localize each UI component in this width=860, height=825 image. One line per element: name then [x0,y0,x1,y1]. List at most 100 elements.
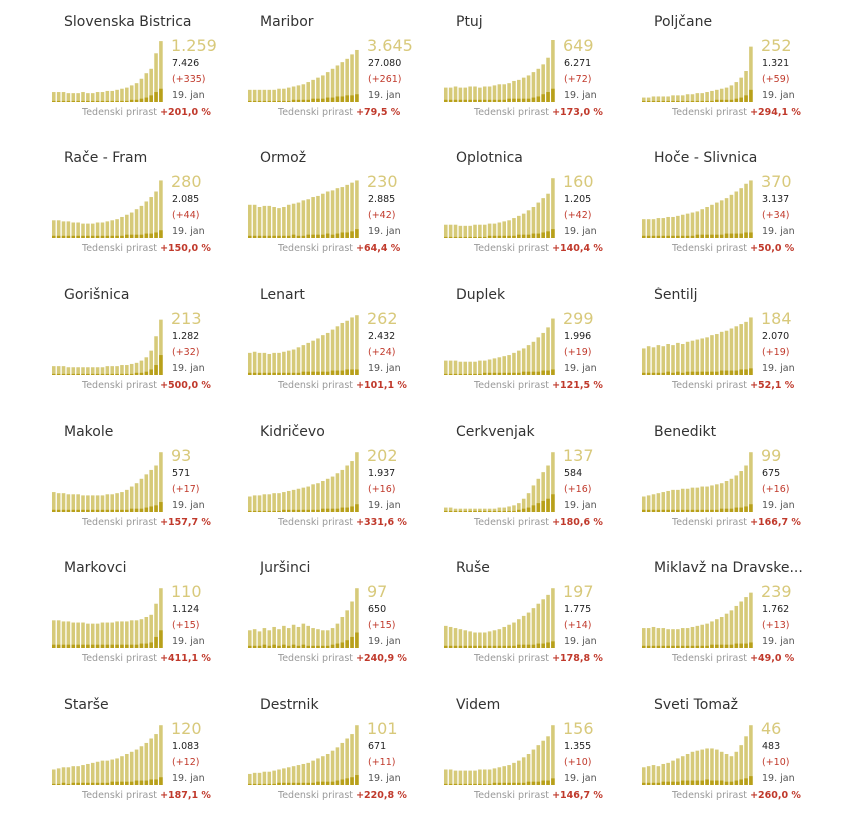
bar-total [444,625,448,648]
bar-total [248,630,252,648]
bar-recent [252,100,257,102]
bar-total [301,487,306,512]
bar-recent [526,371,531,375]
bar-total [110,494,114,512]
bar-total [700,93,704,102]
bar-total [492,85,497,102]
bar-total [517,760,521,785]
bar-recent [291,509,296,512]
bar-recent [257,235,262,238]
date-label: 19. jan [762,773,795,784]
bar-total [478,360,482,375]
total-cases-value: 1.083 [172,741,200,752]
bar-recent [105,782,110,785]
bar-recent [100,373,105,375]
weekly-growth-value: +178,8 % [552,653,603,664]
weekly-growth-value: +331,6 % [356,517,407,528]
bar-recent [129,373,134,375]
bar-total [134,483,139,512]
active-cases-value: 120 [171,719,202,738]
bar-total [76,93,80,102]
bar-recent [296,782,301,785]
bar-total [734,191,739,238]
bar-total [517,503,521,512]
bar-total [739,601,743,648]
bar-total [120,216,124,238]
bar-recent [676,100,680,102]
bar-recent [676,235,680,238]
daily-delta-value: (+42) [368,210,396,221]
bar-recent [719,234,724,238]
bar-total [115,366,119,375]
total-cases-value: 1.124 [172,604,200,615]
bar-total [306,625,310,648]
bar-total [646,219,651,238]
bar-recent [700,100,704,102]
weekly-growth-value: +150,0 % [160,243,211,254]
municipality-name: Destrnik [260,697,319,713]
bar-total [651,219,656,238]
bar-recent [739,233,743,238]
bar-recent [129,508,134,512]
bar-total [350,54,354,102]
bar-total [444,87,448,102]
bar-recent [478,783,482,785]
bar-recent [86,235,90,238]
bar-recent [546,498,550,512]
bar-total [154,603,158,648]
bar-recent [468,236,472,238]
weekly-growth-label: Tedenski prirast [474,107,550,118]
active-cases-value: 230 [367,172,398,191]
bar-total [656,628,661,648]
bar-total [661,346,666,375]
bar-total [335,473,340,512]
bar-total [453,86,458,102]
bar-total [316,483,320,512]
weekly-growth: Tedenski prirast +173,0 % [474,107,603,118]
bar-recent [144,780,149,785]
weekly-growth: Tedenski prirast +240,9 % [278,653,407,664]
bar-total [52,220,56,238]
bar-total [502,507,506,512]
municipality-card: Duplek 299 1.996 (+19) 19. jan Tedenski prira… [444,287,636,415]
bar-total [66,621,71,648]
bar-total [325,754,330,785]
bar-recent [482,783,487,785]
bar-recent [282,235,286,238]
bar-total [487,223,492,238]
bar-recent [541,500,545,512]
daily-delta-value: (+32) [172,347,200,358]
bar-total [262,628,267,648]
bar-recent [739,779,743,785]
bar-recent [76,644,80,648]
bar-total [651,347,656,375]
bar-recent [448,645,453,648]
bar-recent [86,782,90,785]
bar-total [100,495,105,512]
bar-total [468,508,472,512]
bar-recent [321,371,325,375]
weekly-growth-label: Tedenski prirast [278,243,354,254]
bar-total [129,212,134,238]
bar-total [448,769,453,785]
bar-recent [710,509,714,512]
daily-delta-value: (+72) [564,74,592,85]
bar-total [700,749,704,785]
bar-recent [690,235,695,238]
bar-recent [453,783,458,785]
bar-total [666,96,670,102]
bar-recent [468,783,472,785]
bar-total [325,630,330,648]
bar-recent [149,642,153,648]
bar-recent [482,236,487,238]
bar-recent [507,372,511,375]
bar-recent [277,782,281,785]
bar-total [531,207,536,238]
bar-recent [671,372,675,375]
bar-recent [482,99,487,102]
bar-recent [272,235,276,238]
bar-recent [154,365,158,375]
municipality-name: Juršinci [260,560,311,576]
bar-total [676,215,680,238]
bar-recent [671,781,675,785]
